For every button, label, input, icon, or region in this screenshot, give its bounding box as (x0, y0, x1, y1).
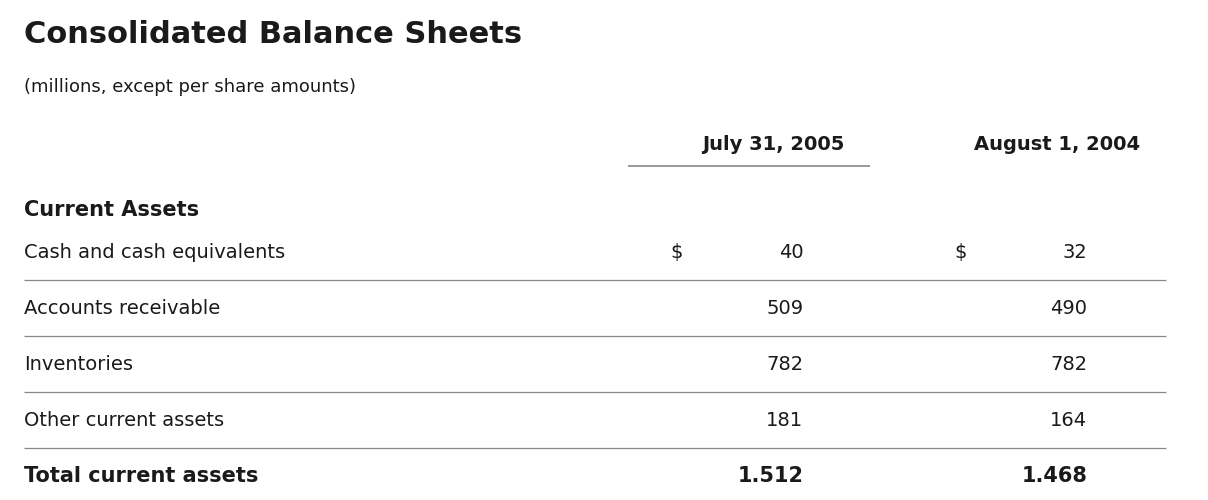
Text: $: $ (670, 243, 683, 262)
Text: 32: 32 (1063, 243, 1087, 262)
Text: 1.468: 1.468 (1021, 466, 1087, 486)
Text: Inventories: Inventories (24, 354, 133, 374)
Text: August 1, 2004: August 1, 2004 (974, 135, 1140, 154)
Text: (millions, except per share amounts): (millions, except per share amounts) (24, 78, 356, 96)
Text: Cash and cash equivalents: Cash and cash equivalents (24, 243, 285, 262)
Text: 1.512: 1.512 (737, 466, 803, 486)
Text: Consolidated Balance Sheets: Consolidated Balance Sheets (24, 20, 522, 49)
Text: 181: 181 (766, 410, 803, 430)
Text: Current Assets: Current Assets (24, 200, 199, 220)
Text: 509: 509 (766, 299, 803, 318)
Text: July 31, 2005: July 31, 2005 (702, 135, 844, 154)
Text: 782: 782 (766, 354, 803, 374)
Text: 490: 490 (1050, 299, 1087, 318)
Text: Accounts receivable: Accounts receivable (24, 299, 220, 318)
Text: Total current assets: Total current assets (24, 466, 259, 486)
Text: $: $ (954, 243, 966, 262)
Text: Other current assets: Other current assets (24, 410, 225, 430)
Text: 40: 40 (779, 243, 803, 262)
Text: 782: 782 (1050, 354, 1087, 374)
Text: 164: 164 (1050, 410, 1087, 430)
